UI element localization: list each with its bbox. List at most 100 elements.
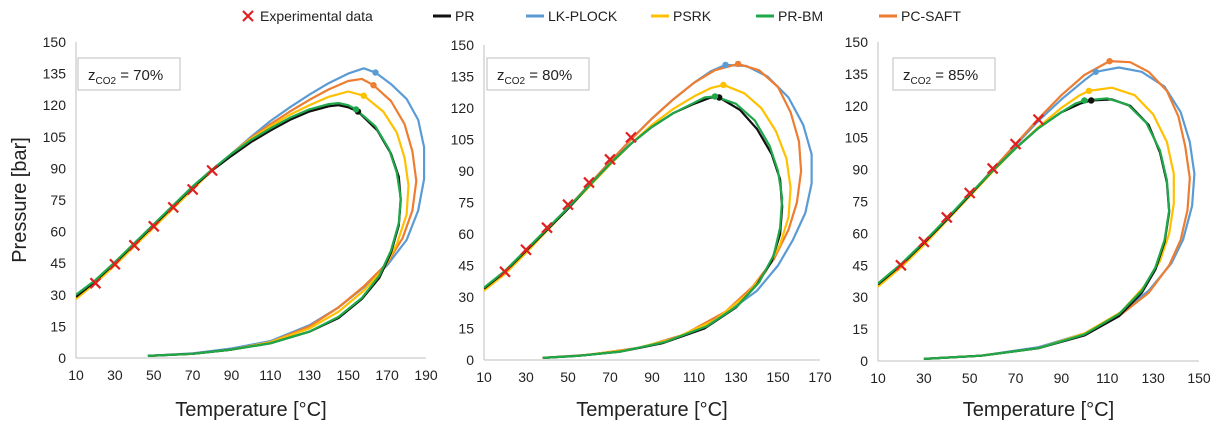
critical-point-pr-bm [352,106,360,113]
y-tick-label: 135 [845,66,869,82]
x-tick-label: 150 [337,367,361,383]
series-group [76,67,426,357]
experimental-point [604,153,616,166]
experimental-point [109,258,121,271]
series-line-pr [878,98,1171,360]
critical-point-psrk [360,92,367,99]
legend-item-pr-bm: PR-BM [756,8,823,24]
x-tick-label: 150 [1187,370,1211,386]
x-tick-label: 30 [916,370,932,386]
legend-marker-x-icon [242,10,254,22]
legend-item-pr: PR [433,8,474,24]
y-tick-label: 75 [458,195,474,211]
x-tick-label: 90 [1054,370,1070,386]
critical-point-psrk [1085,87,1093,95]
x-tick-label: 50 [962,370,978,386]
series-line-pc-saft [484,62,803,359]
experimental-point [128,239,141,252]
experimental-point [562,198,574,211]
y-tick-label: 45 [50,255,66,271]
series-line-pc-saft [878,60,1191,360]
x-tick-label: 110 [1096,370,1119,386]
y-tick-label: 150 [43,34,67,50]
x-tick-label: 10 [870,370,886,386]
composition-box-frame [486,57,590,91]
critical-point-lk-plock [722,61,729,69]
critical-point-pr-bm [711,93,719,100]
composition-label-box: zCO2 = 70% [77,57,181,91]
x-tick-label: 70 [602,369,618,385]
y-tick-label: 60 [852,225,868,241]
y-tick-label: 0 [58,350,66,366]
experimental-point [963,187,976,199]
y-tick-label: 30 [852,289,868,305]
y-tick-label: 90 [458,163,474,179]
x-axis-label: Temperature [°C] [576,399,727,421]
experimental-point [89,277,102,289]
series-line-pr-bm [484,95,784,359]
experimental-point [583,176,595,189]
experimental-point [1009,138,1022,150]
experimental-point [148,220,160,233]
x-tick-label: 130 [1141,370,1165,386]
experimental-point [499,266,511,278]
y-tick-label: 90 [852,162,868,178]
y-tick-label: 30 [50,287,66,303]
x-tick-label: 50 [146,367,162,383]
chart-panel-80: 0 15 30 45 60 75 90 105 120 135 150 10 30 50 70 90 110 13… [451,37,832,421]
y-tick-label: 15 [852,321,868,337]
x-tick-label: 170 [808,369,832,385]
legend-item-pc-saft: PC-SAFT [879,8,961,24]
y-tick-label: 120 [845,98,869,114]
composition-label: zCO2 = 70% [88,67,163,87]
y-tick-label: 45 [852,257,868,273]
legend-item-lk-plock: LK-PLOCK [526,8,618,24]
x-tick-label: 170 [375,367,399,383]
critical-point-pr-bm [1081,97,1088,104]
legend-label: Experimental data [260,8,373,24]
x-tick-label: 30 [518,369,534,385]
experimental-point [541,221,553,234]
x-tick-label: 70 [1008,370,1024,386]
series-line-lk-plock [878,66,1196,360]
critical-point-pc-saft [370,81,377,89]
x-tick-label: 110 [259,367,282,383]
y-tick-label: 105 [845,130,869,146]
experimental-point [895,259,907,272]
y-tick-label: 105 [451,132,475,148]
composition-label-box: zCO2 = 80% [486,57,590,91]
series-group [878,60,1196,360]
experimental-point [1032,113,1045,126]
experimental-point [520,243,532,256]
x-tick-label: 190 [414,367,438,383]
y-tick-label: 90 [50,160,66,176]
x-tick-label: 130 [724,369,748,385]
experimental-point [986,162,999,175]
composition-label: zCO2 = 80% [497,67,572,87]
composition-label: zCO2 = 85% [903,67,978,87]
x-tick-label: 150 [766,369,790,385]
x-tick-label: 130 [298,367,322,383]
experimental-point [941,211,953,224]
x-tick-label: 50 [560,369,576,385]
legend-label: PC-SAFT [901,8,961,24]
y-tick-label: 15 [50,318,66,334]
y-tick-label: 0 [466,352,474,368]
experimental-point [167,201,179,214]
legend-item-experimental-data: Experimental data [242,8,373,24]
legend-label: LK-PLOCK [548,8,618,24]
series-line-psrk [484,83,792,359]
critical-point-pc-saft [1106,57,1113,65]
y-tick-label: 60 [458,226,474,242]
x-axis-label: Temperature [°C] [963,399,1114,421]
y-tick-label: 105 [43,129,67,145]
y-tick-label: 120 [43,97,67,113]
y-tick-label: 135 [451,69,475,85]
series-line-pr-bm [76,102,402,357]
critical-point-pc-saft [734,60,742,68]
x-tick-label: 10 [476,369,492,385]
y-tick-label: 0 [860,353,868,369]
x-tick-label: 30 [107,367,123,383]
experimental-point [625,131,637,144]
legend: Experimental data PR LK-PLOCK PSRK PR-BM PC-S… [242,8,961,24]
